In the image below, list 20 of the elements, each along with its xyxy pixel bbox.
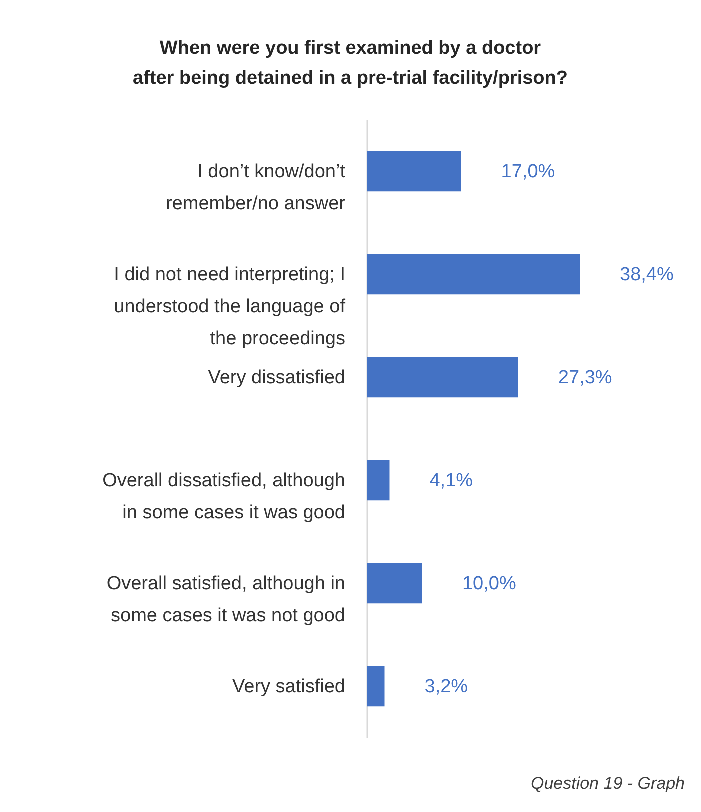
data-label: 3,2% bbox=[424, 676, 468, 698]
y-tick-label: Very satisfied bbox=[232, 676, 346, 698]
data-label: 27,3% bbox=[558, 368, 612, 388]
bar bbox=[367, 151, 462, 192]
y-tick-label: Overall satisfied, although in some cases it was not good bbox=[106, 574, 346, 626]
chart-title: When were you first examined by a doctor after being detained in a pre-trial facility/prison? bbox=[133, 38, 568, 89]
data-label: 38,4% bbox=[620, 264, 674, 286]
bar bbox=[367, 460, 390, 501]
y-tick-label: I did not need interpreting; I understood the language of the proceedings bbox=[114, 264, 346, 350]
text: Question 19 - Graph bbox=[530, 774, 685, 793]
y-tick-label: Very dissatisfied bbox=[208, 368, 346, 388]
data-label: 4,1% bbox=[430, 470, 474, 492]
data-label: 10,0% bbox=[462, 574, 516, 594]
y-tick-label: I don’t know/don’t remember/no answer bbox=[166, 162, 346, 214]
bar bbox=[367, 666, 385, 707]
bar bbox=[367, 254, 580, 295]
bar bbox=[367, 563, 422, 604]
data-label: 17,0% bbox=[501, 162, 556, 182]
y-tick-label: Overall dissatisfied, although in some cases it was good bbox=[102, 470, 346, 524]
bar bbox=[367, 357, 518, 398]
